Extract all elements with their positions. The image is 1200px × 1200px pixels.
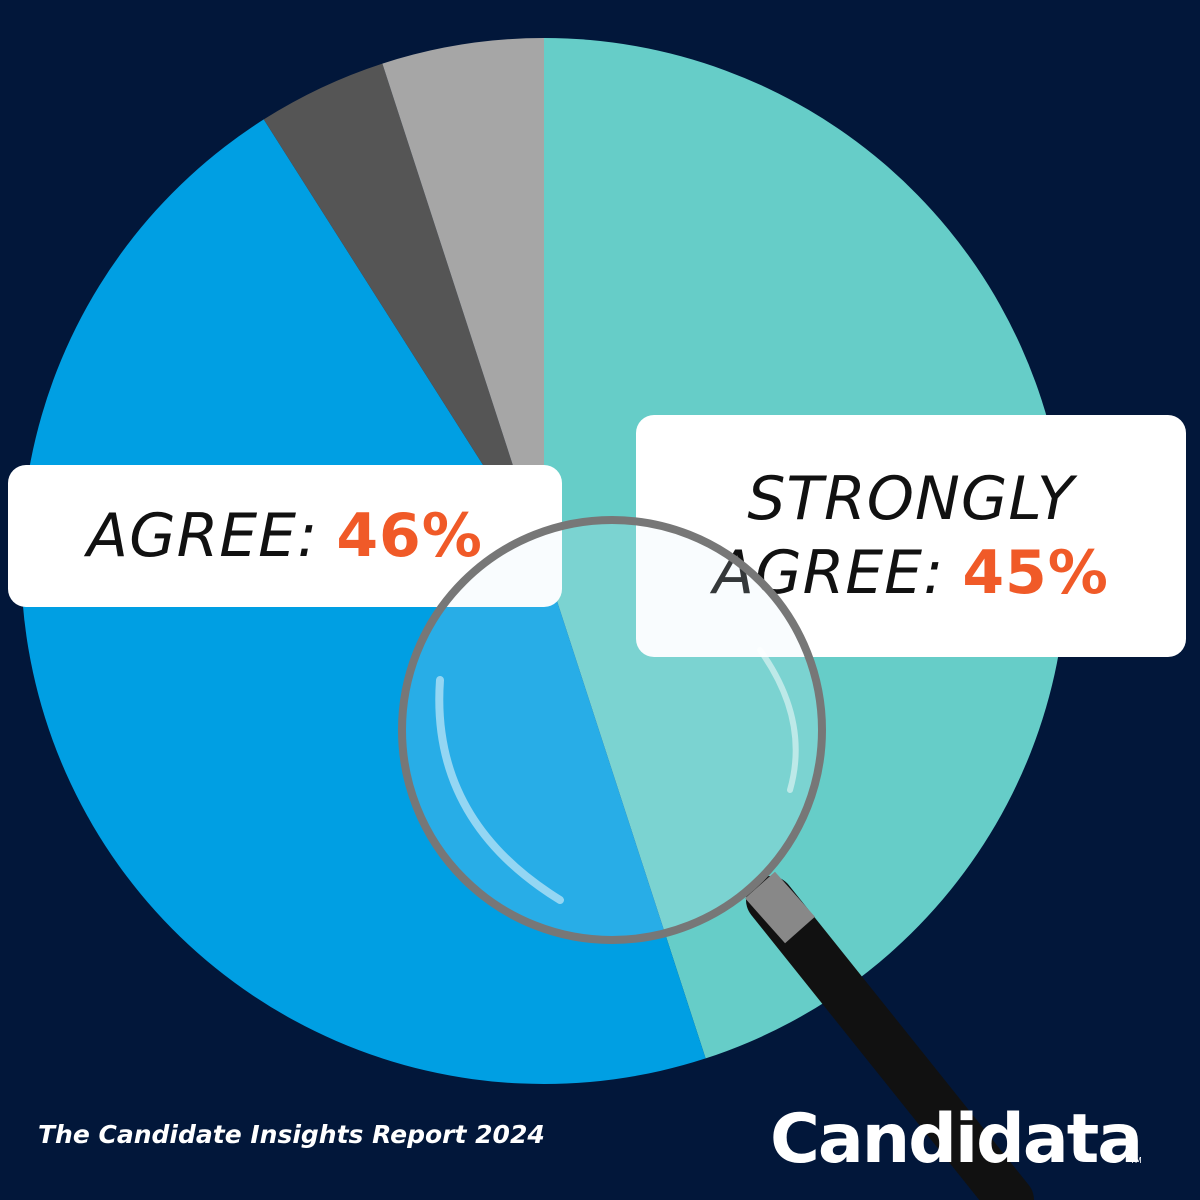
label-box: STRONGLY AGREE: 45% [636,415,1186,657]
pie-slice [382,38,544,561]
label-text: STRONGLY AGREE: 45% [676,462,1146,610]
pie-slice [263,63,544,561]
value-label: 45% [962,538,1109,608]
label-text: AGREE: 46% [87,499,483,573]
logo: Candidata [770,1100,1143,1179]
category-label: AGREE: [87,501,319,571]
label-box: AGREE: 46% [8,465,562,607]
footer: The Candidate Insights Report 2024 [38,1120,545,1149]
value-label: 46% [336,501,483,571]
trademark: TM [1130,1156,1142,1165]
